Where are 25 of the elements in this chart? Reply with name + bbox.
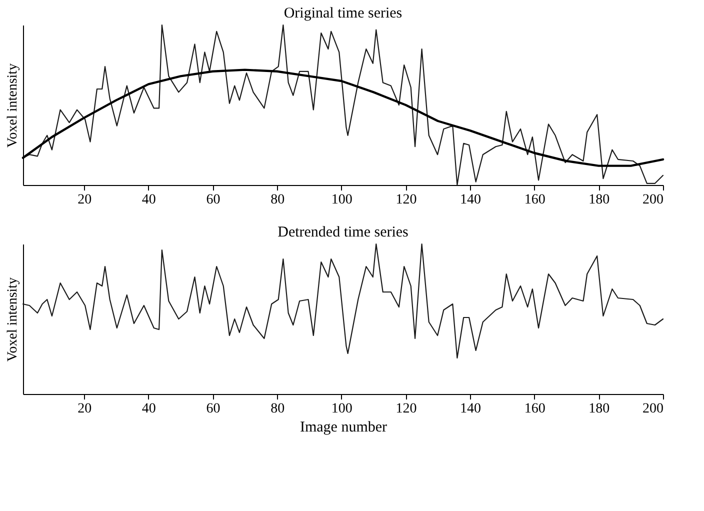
x-tick-label: 20 (78, 192, 92, 208)
x-tick-label: 120 (396, 192, 417, 208)
x-tick-label: 200 (642, 402, 664, 416)
x-tick-label: 200 (642, 192, 664, 208)
x-tick-label: 100 (331, 402, 352, 416)
x-tick-label: 60 (206, 192, 220, 208)
x-tick-label: 40 (142, 192, 156, 208)
chart-title: Detrended time series (278, 224, 409, 240)
x-tick-label: 140 (460, 402, 482, 416)
x-tick-label: 80 (270, 192, 285, 208)
x-tick-label: 20 (78, 402, 92, 416)
chart-title: Original time series (284, 5, 402, 22)
x-tick-label: 80 (270, 402, 285, 416)
x-tick-label: 120 (396, 402, 417, 416)
x-tick-label: 100 (331, 192, 352, 208)
x-axis-title: Image number (300, 420, 388, 436)
x-tick-label: 140 (460, 192, 482, 208)
x-tick-label: 180 (588, 402, 610, 416)
x-tick-label: 60 (206, 402, 220, 416)
x-tick-label: 180 (588, 192, 610, 208)
x-tick-label: 160 (524, 192, 546, 208)
y-axis-title: Voxel intensity (6, 63, 20, 148)
x-tick-label: 160 (524, 402, 546, 416)
x-tick-label: 40 (142, 402, 156, 416)
y-axis-title: Voxel intensity (6, 277, 20, 362)
